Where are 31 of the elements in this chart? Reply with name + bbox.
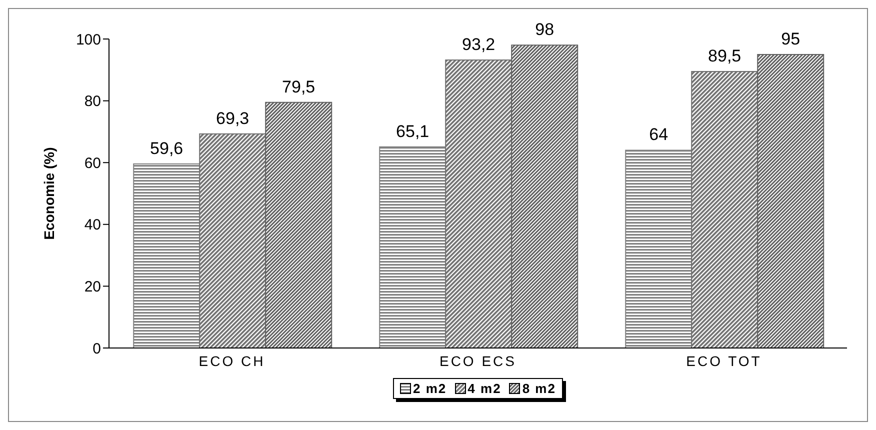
legend-label: 8 m2 <box>521 381 556 396</box>
x-tick-label: ECO ECS <box>439 352 517 369</box>
bar <box>199 133 266 348</box>
bar <box>511 44 578 348</box>
y-axis-title: Economie (%) <box>40 147 57 240</box>
y-tick-label: 100 <box>76 31 101 48</box>
data-label: 65,1 <box>396 122 430 141</box>
bar <box>757 54 824 348</box>
data-label: 64 <box>649 125 668 144</box>
bar <box>445 60 512 348</box>
x-tick-label: ECO TOT <box>686 352 762 369</box>
data-label: 79,5 <box>282 77 316 96</box>
data-label: 89,5 <box>708 46 742 66</box>
legend-label: 4 m2 <box>466 381 502 396</box>
y-tick-label: 0 <box>92 340 101 358</box>
bar <box>379 146 446 348</box>
bar <box>133 163 200 348</box>
data-label: 69,3 <box>216 108 250 128</box>
data-label: 93,2 <box>462 35 496 54</box>
y-tick-label: 40 <box>84 216 101 234</box>
data-label: 95 <box>781 29 800 48</box>
bar <box>691 70 758 348</box>
bar <box>625 150 692 348</box>
x-tick-label: ECO CH <box>198 352 266 369</box>
y-tick-label: 20 <box>84 278 101 296</box>
bar <box>265 102 332 348</box>
data-label: 98 <box>535 20 554 40</box>
data-label: 59,6 <box>150 138 184 158</box>
y-tick-label: 60 <box>84 154 101 172</box>
legend-label: 2 m2 <box>412 381 447 396</box>
y-tick-label: 80 <box>84 93 101 110</box>
